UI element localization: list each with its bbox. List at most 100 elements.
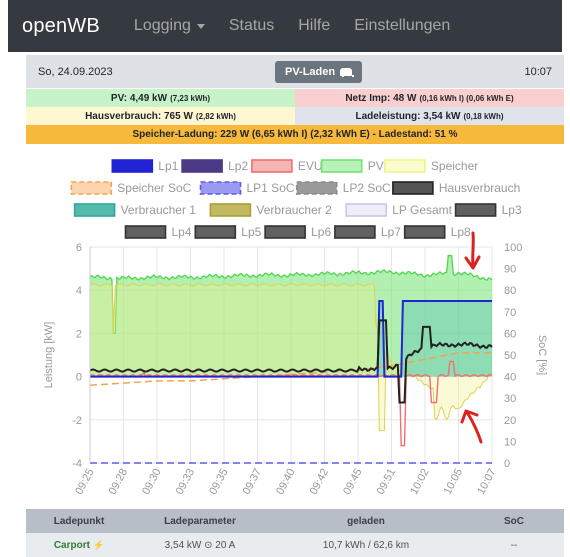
chargepoint-soc: --: [510, 539, 518, 551]
y2-tick-label: 60: [504, 328, 516, 340]
status-bar: So, 24.09.2023 PV-Laden 10:07: [26, 55, 564, 88]
chargepoint-name: Carport: [53, 539, 90, 551]
lp1-area: [90, 301, 492, 377]
legend-swatch-lp2: [181, 159, 223, 173]
nav-einstellungen[interactable]: Einstellungen: [354, 17, 451, 34]
battery-info: Speicher-Ladung: 229 W (6,65 kWh I) (2,3…: [26, 125, 564, 144]
x-tick-label: 09:37: [241, 467, 265, 497]
legend-swatch-lp8: [403, 225, 446, 239]
chargepoint-params: 3,54 kW ⊙ 20 A: [164, 539, 236, 551]
legend-swatch-speicher: [384, 159, 426, 173]
y2-tick-label: 10: [504, 436, 516, 448]
car-icon: [340, 67, 355, 77]
legend-swatch-verbraucher-1: [73, 203, 116, 217]
legend-swatch-lp6: [264, 225, 306, 239]
legend-label-speicher-soc: Speicher SoC: [117, 181, 191, 195]
grid-info: Netz Imp: 48 W (0,16 kWh I) (0,06 kWh E): [295, 89, 564, 107]
legend-label-lp1-soc: LP1 SoC: [247, 181, 295, 195]
charge-energy: (0,18 kWh): [463, 111, 504, 121]
charge-info: Ladeleistung: 3,54 kW (0,18 kWh): [295, 107, 564, 125]
y-tick-label: 6: [76, 242, 82, 254]
x-tick-label: 09:28: [107, 467, 131, 497]
battery-value: Speicher-Ladung: 229 W (6,65 kWh I) (2,3…: [132, 129, 458, 140]
chargepoint-name-cell[interactable]: Carport ⚡: [26, 533, 132, 557]
charge-value: Ladeleistung: 3,54 kW: [355, 110, 461, 122]
chart-plot: [89, 231, 493, 464]
y-tick-label: 4: [76, 285, 82, 297]
legend-label-verbraucher-1: Verbraucher 1: [121, 203, 197, 217]
legend-label-speicher: Speicher: [431, 159, 478, 173]
grid-energy: (0,16 kWh I) (0,06 kWh E): [419, 93, 514, 103]
power-chart: Lp1 Lp2 EVU PV Speicher Speicher SoC LP1 SoC LP…: [26, 150, 564, 505]
y2-tick-label: 20: [504, 415, 516, 427]
x-tick-label: 09:45: [341, 467, 365, 497]
navbar: openWB Logging Status Hilfe Einstellunge…: [8, 0, 562, 52]
x-tick-label: 09:40: [274, 467, 298, 497]
house-info: Hausverbrauch: 765 W (2,82 kWh): [26, 107, 295, 125]
y2-axis-label: SoC [%]: [536, 335, 548, 375]
x-tick-label: 09:42: [308, 467, 332, 497]
legend-swatch-lp5: [194, 225, 237, 239]
table-row[interactable]: Carport ⚡ 3,54 kW ⊙ 20 A 10,7 kWh / 62,6…: [26, 533, 564, 557]
legend-swatch-lp4: [124, 225, 167, 239]
nav-logging[interactable]: Logging: [134, 17, 205, 35]
legend-label-lp7: Lp7: [381, 225, 401, 239]
y-axis-label: Leistung [kW]: [43, 322, 55, 389]
house-energy: (2,82 kWh): [195, 111, 236, 121]
col-ladepunkt: Ladepunkt: [53, 515, 105, 527]
nav-hilfe[interactable]: Hilfe: [298, 17, 331, 34]
y-tick-label: -2: [72, 415, 82, 427]
legend-label-lp3: Lp3: [502, 203, 522, 217]
x-tick-label: 09:33: [174, 467, 198, 497]
current-time: 10:07: [524, 65, 552, 78]
y2-tick-label: 0: [504, 458, 510, 470]
hausverbrauch-line: [89, 319, 493, 404]
legend-swatch-speicher-soc: [70, 181, 113, 195]
info-row-1: PV: 4,49 kW (7,23 kWh) Netz Imp: 48 W (0…: [26, 89, 564, 107]
chargepoint-charged: 10,7 kWh / 62,6 km: [322, 539, 410, 551]
y2-tick-label: 80: [504, 285, 516, 297]
legend-swatch-lp2-soc: [295, 181, 338, 195]
y2-tick-label: 30: [504, 393, 516, 405]
y-tick-label: 2: [76, 328, 82, 340]
y2-tick-label: 90: [504, 264, 516, 276]
annotation-arrowhead-bottom: [460, 409, 479, 424]
pv-energy: (7,23 kWh): [170, 93, 211, 103]
chargepoint-table-header: Ladepunkt Ladeparameter geladen SoC: [26, 509, 564, 533]
legend-swatch-lp7: [334, 225, 376, 239]
house-value: Hausverbrauch: 765 W: [85, 110, 193, 122]
chart-legend: Lp1 Lp2 EVU PV Speicher Speicher SoC LP1 SoC LP…: [70, 159, 522, 239]
x-tick-label: 10:07: [475, 467, 499, 497]
legend-label-lp8: Lp8: [451, 225, 471, 239]
legend-swatch-evu: [251, 159, 293, 173]
legend-label-verbraucher-2: Verbraucher 2: [256, 203, 332, 217]
x-tick-label: 09:35: [207, 467, 231, 497]
y2-tick-label: 50: [504, 350, 516, 362]
y-tick-label: -4: [72, 458, 82, 470]
legend-label-lp6: Lp6: [311, 225, 331, 239]
power-chart-svg: Lp1 Lp2 EVU PV Speicher Speicher SoC LP1 SoC LP…: [43, 159, 548, 497]
col-soc: SoC: [504, 515, 524, 527]
y2-tick-label: 40: [504, 372, 516, 384]
x-tick-label: 09:25: [73, 467, 97, 497]
y2-tick-label: 70: [504, 307, 516, 319]
speicher-area: [90, 283, 492, 431]
legend-label-evu: EVU: [298, 159, 323, 173]
legend-label-lp2: Lp2: [228, 159, 248, 173]
pv-value: PV: 4,49 kW: [110, 92, 168, 104]
nav-logging-label: Logging: [133, 17, 191, 34]
charge-mode-button[interactable]: PV-Laden: [274, 60, 363, 83]
legend-label-hausverbrauch: Hausverbrauch: [439, 181, 520, 195]
charge-mode-label: PV-Laden: [284, 65, 336, 78]
col-geladen: geladen: [347, 515, 385, 527]
legend-swatch-hausverbrauch: [392, 181, 434, 195]
legend-label-lp5: Lp5: [241, 225, 261, 239]
brand-logo[interactable]: openWB: [22, 14, 100, 37]
x-tick-label: 09:51: [375, 467, 399, 497]
grid-value: Netz Imp: 48 W: [345, 92, 417, 104]
x-tick-label: 10:02: [408, 467, 432, 497]
nav-status[interactable]: Status: [228, 17, 275, 34]
x-tick-label: 09:30: [140, 467, 164, 497]
speicher-line: [89, 283, 493, 432]
legend-swatch-lp-gesamt: [345, 203, 388, 217]
